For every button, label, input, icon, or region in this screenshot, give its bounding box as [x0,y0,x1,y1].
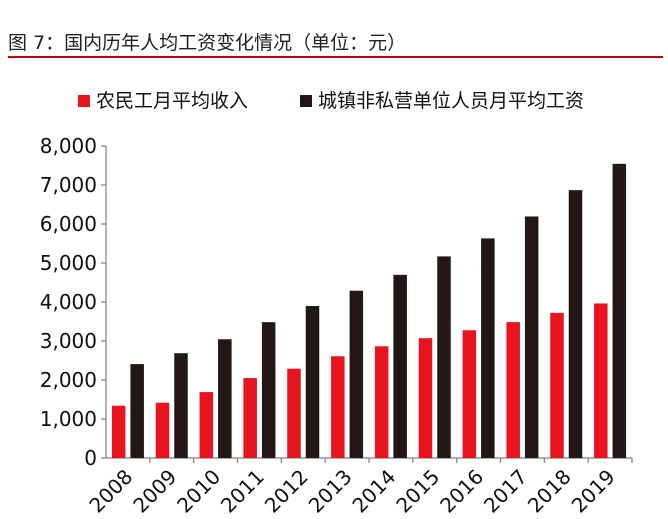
bar-migrant-2019 [594,303,608,458]
bar-urban-2014 [393,274,407,458]
bar-urban-2017 [524,216,539,458]
bar-urban-2019 [612,163,627,459]
x-tick-label: 2018 [523,465,576,518]
bar-migrant-2009 [155,402,170,458]
x-tick-label: 2016 [435,465,488,518]
bar-migrant-2018 [550,312,564,458]
legend-swatch-0 [78,95,90,107]
bar-urban-2010 [218,339,232,458]
bar-migrant-2017 [506,322,520,458]
figure-title: 图 7：国内历年人均工资变化情况（单位：元） [8,32,407,54]
x-tick-label: 2019 [567,465,620,518]
bar-urban-2011 [261,322,276,458]
bar-urban-2008 [130,364,144,458]
x-tick-label: 2017 [479,465,532,518]
legend-swatch-1 [300,95,312,107]
bar-migrant-2015 [418,338,433,458]
bar-urban-2018 [568,190,583,458]
bar-urban-2012 [305,306,320,458]
legend-label-1: 城镇非私营单位人员月平均工资 [318,90,584,112]
y-tick-label: 7,000 [40,173,97,197]
x-tick-label: 2011 [216,465,269,518]
bar-urban-2015 [437,256,451,458]
y-tick-label: 4,000 [40,290,97,314]
x-tick-label: 2012 [260,465,313,518]
bar-migrant-2008 [111,405,126,458]
bar-migrant-2011 [243,378,257,458]
bar-migrant-2014 [374,346,389,458]
x-tick-label: 2014 [347,465,400,518]
bar-urban-2016 [481,238,495,458]
y-tick-label: 2,000 [40,368,97,392]
legend-label-0: 农民工月平均收入 [96,90,248,112]
y-tick-label: 3,000 [40,329,97,353]
x-tick-label: 2015 [391,465,444,518]
bar-migrant-2016 [462,330,477,458]
title-rule [8,56,663,58]
bar-migrant-2012 [287,368,301,458]
x-tick-label: 2013 [304,465,357,518]
x-tick-label: 2010 [172,465,225,518]
x-tick-label: 2009 [128,465,181,518]
y-tick-label: 1,000 [40,407,97,431]
x-tick-label: 2008 [84,465,137,518]
y-tick-label: 5,000 [40,251,97,275]
y-tick-label: 8,000 [40,134,97,158]
bar-migrant-2013 [331,356,345,458]
y-tick-label: 0 [84,446,97,470]
bar-urban-2009 [174,353,188,458]
y-tick-label: 6,000 [40,212,97,236]
bar-urban-2013 [349,290,364,458]
bar-migrant-2010 [199,392,214,458]
